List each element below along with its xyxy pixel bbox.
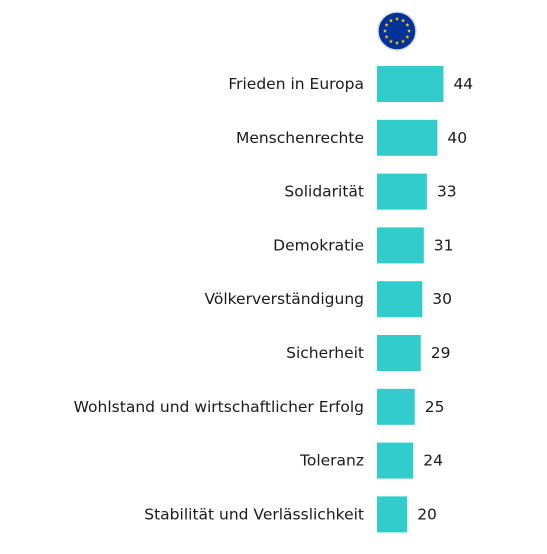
- bar: [377, 442, 414, 479]
- eu-star-icon: [405, 34, 410, 39]
- bar: [377, 66, 444, 102]
- eu-star-icon: [400, 39, 406, 44]
- eu-star-icon: [400, 18, 406, 23]
- value-label: 31: [434, 236, 454, 254]
- category-label: Frieden in Europa: [228, 75, 364, 93]
- category-label: Toleranz: [299, 452, 364, 470]
- eu-star-icon: [382, 28, 388, 33]
- value-label: 29: [431, 344, 451, 362]
- value-label: 25: [425, 398, 445, 416]
- category-label: Demokratie: [273, 236, 364, 254]
- eu-star-icon: [384, 22, 389, 27]
- bar: [377, 119, 438, 156]
- category-label: Solidarität: [284, 183, 364, 201]
- eu-star-icon: [384, 34, 389, 39]
- bar: [377, 281, 423, 318]
- value-label: 44: [453, 75, 473, 93]
- eu-flag-icon: [377, 11, 417, 51]
- category-label: Völkerverständigung: [204, 290, 364, 308]
- category-label: Stabilität und Verlässlichkeit: [144, 505, 364, 523]
- eu-star-icon: [405, 22, 410, 27]
- category-label: Menschenrechte: [236, 129, 364, 147]
- eu-star-icon: [388, 39, 394, 44]
- value-labels: 44 40 33 31 30 29 25 24 20: [417, 75, 473, 523]
- category-labels: Frieden in Europa Menschenrechte Solidarit…: [74, 75, 364, 523]
- value-label: 24: [423, 452, 443, 470]
- eu-flag-disc: [377, 11, 417, 51]
- value-label: 20: [417, 505, 437, 523]
- eu-star-icon: [394, 16, 400, 21]
- bars: [377, 66, 444, 533]
- bar: [377, 335, 421, 371]
- bar: [377, 496, 408, 533]
- bar: [377, 173, 427, 210]
- value-label: 30: [432, 290, 452, 308]
- value-label: 40: [447, 129, 467, 147]
- bar: [377, 227, 424, 264]
- eu-star-icon: [394, 40, 400, 45]
- category-label: Wohlstand und wirtschaftlicher Erfolg: [74, 398, 364, 416]
- value-label: 33: [437, 183, 457, 201]
- eu-star-icon: [388, 18, 394, 23]
- eu-star-icon: [406, 28, 412, 33]
- bar: [377, 388, 415, 425]
- category-label: Sicherheit: [286, 344, 364, 362]
